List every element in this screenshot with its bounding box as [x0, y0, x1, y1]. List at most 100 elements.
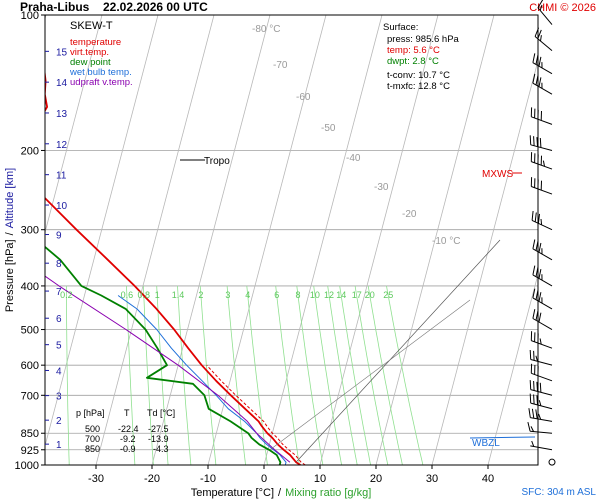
mixing-ratio-labels: 0.2 0.6 0.8 1 1.4 2 3 4 6 8 10 12 14 17 20 25	[60, 290, 393, 300]
wind-barb-staff	[532, 82, 553, 95]
wind-barb-staff	[532, 248, 553, 261]
wind-barb-feather	[527, 421, 531, 432]
table-header-p: p [hPa]	[76, 408, 105, 418]
isotherm-line	[95, 15, 215, 465]
pressure-tick-label: 1000	[15, 460, 39, 472]
table-cell: 850	[85, 444, 100, 454]
wind-barb-feather	[532, 265, 536, 276]
isotherm-line	[487, 272, 538, 465]
pressure-tick-label: 850	[21, 428, 39, 440]
wind-barb-staff	[532, 318, 553, 330]
wind-barb-feather	[533, 394, 535, 405]
mixing-ratio-line	[126, 285, 136, 465]
wind-barb-feather	[538, 268, 542, 279]
wbzl-marker: WBZL	[469, 436, 536, 449]
wind-barb-feather	[535, 75, 539, 86]
wind-barb-staff	[530, 417, 553, 422]
mixing-ratio-label: 17	[352, 290, 362, 300]
temperature-tick-label: -20	[144, 473, 160, 485]
wind-barb	[532, 239, 553, 261]
wind-barb	[532, 53, 553, 75]
temperature-tick-label: -10	[200, 473, 216, 485]
mixing-ratio-line	[246, 285, 268, 465]
wind-barb	[530, 363, 553, 382]
wind-barb	[532, 288, 553, 310]
isotherm-line	[375, 15, 495, 465]
mixing-ratio-label: 2	[198, 290, 203, 300]
legend-item-virt-temp: virt.temp.	[70, 47, 109, 58]
wind-barb-feather	[532, 239, 536, 249]
wind-barb-feather	[537, 0, 544, 8]
mixing-ratio-line	[66, 285, 70, 465]
wind-barb-feather	[530, 426, 535, 432]
wind-barb-feather	[532, 73, 536, 84]
altitude-tick-label: 10	[56, 201, 68, 212]
tropopause-label: Tropo	[204, 156, 230, 167]
wind-barb-feather	[533, 350, 535, 361]
mixing-ratio-line	[275, 285, 300, 465]
wind-barb-staff	[532, 274, 553, 287]
wind-barb	[532, 309, 553, 330]
header: Praha-Libus 22.02.2026 00 UTC CHMI © 202…	[20, 0, 596, 14]
altitude-tick-label: 3	[56, 392, 62, 403]
mixing-ratio-label: 0.2	[60, 290, 73, 300]
tropopause-marker: Tropo	[180, 156, 230, 167]
wind-barb	[528, 408, 553, 422]
mixing-ratio-label: 25	[383, 290, 393, 300]
surface-press: press: 985.6 hPa	[387, 34, 460, 45]
mixing-ratio-label: 6	[274, 290, 279, 300]
wind-barb-feather	[535, 310, 539, 321]
isotherm-label: -70	[273, 60, 288, 71]
wind-barb	[532, 73, 553, 95]
mixing-ratio-line	[367, 285, 403, 465]
temperature-axis: -30 -20 -10 0 10 20 30 40	[88, 465, 494, 485]
table-header-t: T	[124, 408, 130, 418]
wind-barb-feather	[538, 312, 542, 323]
isotherm-label: -10 °C	[432, 236, 460, 247]
isotherm-grid	[45, 15, 538, 465]
isotherm-line	[263, 15, 383, 465]
table-cell: 700	[85, 434, 100, 444]
y-axis-label-altitude: Altitude [km]	[4, 168, 16, 229]
temperature-tick-label: 10	[314, 473, 326, 485]
table-header-td: Td [°C]	[147, 408, 175, 418]
wind-barb-feather	[536, 381, 538, 392]
isotherm-line	[151, 15, 271, 465]
wind-barb	[529, 349, 553, 366]
altitude-tick-label: 4	[56, 367, 62, 378]
wind-barb-feather	[535, 409, 538, 419]
wind-barb-staff	[530, 430, 553, 434]
legend-title: SKEW-T	[70, 20, 113, 32]
wind-barb	[534, 27, 553, 52]
table-cell: -13.9	[148, 434, 169, 444]
wind-barb-staff	[531, 116, 553, 125]
isotherm-labels: -80 °C -70 -60 -50 -40 -30 -20 -10 °C	[252, 24, 460, 247]
wind-barb-staff	[530, 402, 553, 410]
table-cell: -4.3	[153, 444, 169, 454]
wind-barb-feather	[539, 338, 542, 345]
x-axis-label: Temperature [°C] / Mixing ratio [g/kg]	[191, 487, 372, 499]
isotherm-label: -50	[321, 123, 336, 134]
wind-barb-feather	[535, 355, 538, 362]
pressure-tick-label: 200	[21, 146, 39, 158]
series-udpraft-v-temp	[45, 275, 291, 463]
wind-barb-staff	[534, 36, 553, 52]
mixing-ratio-line	[386, 285, 424, 465]
moist-adiabat-from-surface	[269, 299, 471, 451]
x-axis-label-temp: Temperature [°C]	[191, 487, 274, 499]
wind-barb-staff	[530, 144, 553, 151]
wind-barb	[529, 380, 553, 396]
wind-barb	[530, 440, 553, 451]
y-axis-label-pressure: Pressure [hPa]	[4, 239, 16, 312]
wind-barb-feather	[535, 241, 539, 251]
isotherm-line	[319, 15, 439, 465]
isotherm-line	[431, 59, 538, 465]
mixing-ratio-label: 20	[365, 290, 375, 300]
wind-barb-calm	[548, 458, 556, 466]
isotherm-label: -30	[374, 182, 389, 193]
wind-barb	[537, 0, 553, 25]
pressure-axis: 100 200 300 400 500 600 700 850 925 1000	[15, 10, 45, 472]
wind-barb-feather	[537, 29, 542, 39]
wbzl-label: WBZL	[472, 438, 500, 449]
